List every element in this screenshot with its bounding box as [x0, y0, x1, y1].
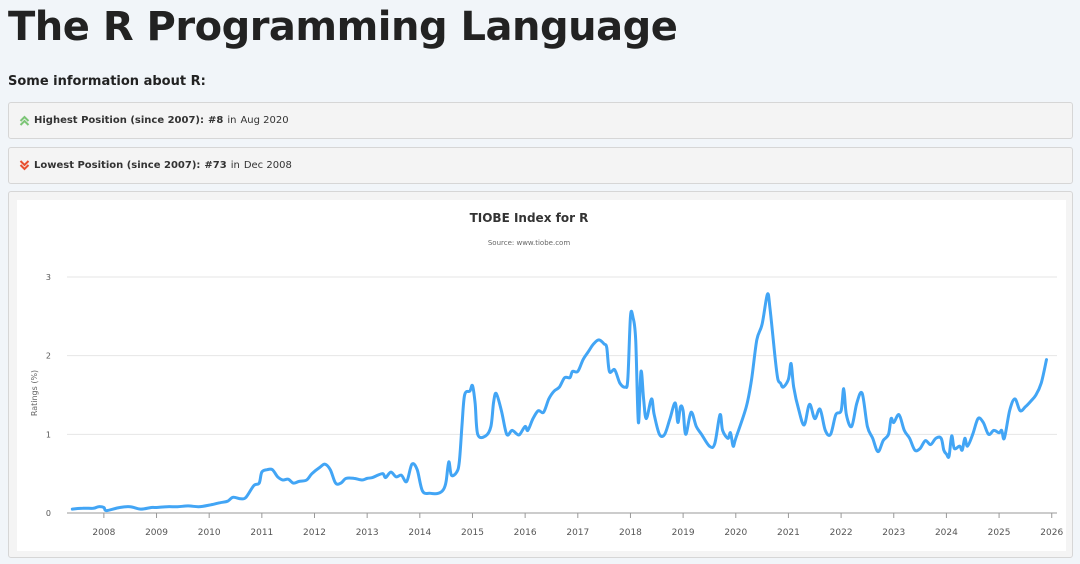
section-subtitle: Some information about R:	[8, 74, 206, 89]
x-tick-label: 2018	[619, 528, 642, 538]
y-tick-label: 2	[46, 352, 51, 361]
lowest-position-label: Lowest Position (since 2007):	[34, 160, 201, 171]
chevron-double-down-icon	[18, 159, 31, 172]
chart-panel: TIOBE Index for R Source: www.tiobe.com …	[8, 191, 1073, 558]
x-tick-label: 2025	[988, 528, 1011, 538]
y-tick-label: 1	[46, 430, 51, 439]
x-tick-label: 2009	[145, 528, 168, 538]
x-tick-label: 2012	[303, 528, 326, 538]
chart-title: TIOBE Index for R	[470, 211, 589, 225]
chevron-double-up-icon	[18, 114, 31, 127]
highest-position-date: Aug 2020	[240, 115, 289, 126]
y-tick-label: 0	[46, 509, 51, 518]
x-tick-label: 2016	[514, 528, 537, 538]
x-tick-label: 2022	[830, 528, 853, 538]
x-tick-label: 2019	[672, 528, 695, 538]
tiobe-chart: TIOBE Index for R Source: www.tiobe.com …	[30, 211, 1063, 538]
y-axis-ticks: 0 1 2 3	[46, 273, 51, 518]
x-tick-label: 2021	[777, 528, 800, 538]
x-tick-label: 2010	[198, 528, 221, 538]
chart-container: TIOBE Index for R Source: www.tiobe.com …	[17, 200, 1066, 551]
highest-position-label: Highest Position (since 2007):	[34, 115, 204, 126]
x-tick-label: 2008	[92, 528, 115, 538]
x-tick-label: 2015	[461, 528, 484, 538]
series-line-r	[70, 292, 1048, 513]
lowest-position-in: in	[230, 160, 240, 171]
lowest-position-box: Lowest Position (since 2007): #73 in Dec…	[8, 147, 1073, 184]
highest-position-box: Highest Position (since 2007): #8 in Aug…	[8, 102, 1073, 139]
lowest-position-rank: #73	[204, 160, 227, 171]
x-tick-label: 2026	[1040, 528, 1063, 538]
y-tick-label: 3	[46, 273, 51, 282]
x-axis-ticks: 2008 2009 2010 2011 2012 2013 2014 2015 2016 2017…	[67, 512, 1063, 538]
lowest-position-date: Dec 2008	[243, 160, 292, 171]
x-tick-label: 2013	[356, 528, 379, 538]
series-group	[70, 292, 1048, 513]
highest-position-in: in	[227, 115, 237, 126]
grid-lines	[67, 276, 1057, 435]
y-axis-label: Ratings (%)	[30, 370, 39, 416]
x-tick-label: 2024	[935, 528, 958, 538]
highest-position-rank: #8	[208, 115, 224, 126]
chart-subtitle: Source: www.tiobe.com	[488, 239, 570, 247]
x-tick-label: 2014	[408, 528, 431, 538]
x-tick-label: 2020	[724, 528, 747, 538]
x-tick-label: 2017	[566, 528, 589, 538]
x-tick-label: 2023	[882, 528, 905, 538]
page-title: The R Programming Language	[8, 4, 678, 50]
x-tick-label: 2011	[250, 528, 273, 538]
